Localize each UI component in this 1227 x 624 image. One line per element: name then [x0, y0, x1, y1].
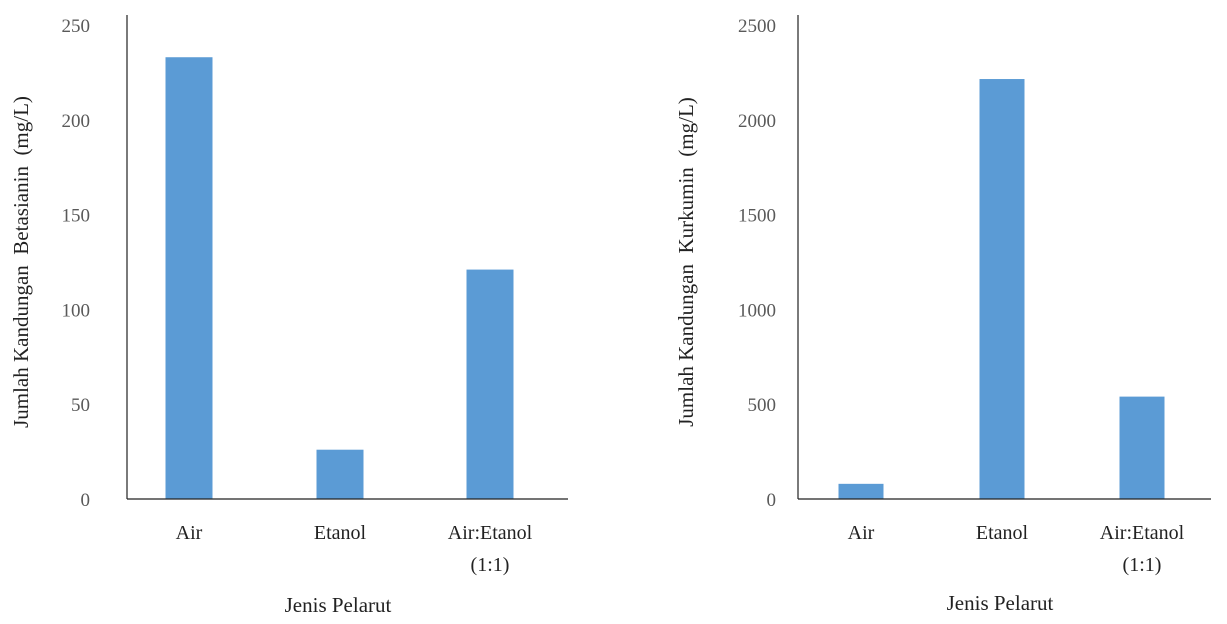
chart2-category-label: Etanol — [976, 522, 1029, 544]
chart1-y-axis-title: Jumlah Kandungan Betasianin (mg/L) — [9, 96, 33, 428]
chart2-category-label: Air — [848, 522, 875, 544]
chart-kurkumin: 0 500 1000 1500 2000 2500 Air Etanol Air:Etanol (… — [674, 15, 1211, 615]
chart1-category-label: Etanol — [314, 522, 367, 544]
chart2-category-label: (1:1) — [1123, 554, 1162, 576]
chart2-y-tick-label: 2000 — [738, 111, 776, 132]
chart1-category-label: Air — [176, 522, 203, 544]
chart2-y-tick-label: 2500 — [738, 16, 776, 37]
chart1-y-tick-label: 250 — [62, 16, 91, 37]
chart1-bar-2 — [316, 449, 364, 499]
chart1-bar-1 — [165, 57, 213, 500]
chart2-bar-2 — [979, 79, 1025, 499]
chart2-y-tick-label: 0 — [767, 490, 777, 511]
chart2-category-label: Air:Etanol — [1100, 522, 1185, 544]
chart-betasianin: 0 50 100 150 200 250 Air Etanol Air:Etanol (1:1) J… — [9, 15, 568, 617]
chart1-y-tick-label: 50 — [71, 395, 90, 416]
chart2-bar-1 — [838, 483, 884, 499]
chart1-y-tick-label: 100 — [62, 300, 91, 321]
chart2-y-tick-label: 1000 — [738, 300, 776, 321]
chart1-x-axis-title: Jenis Pelarut — [285, 593, 392, 617]
chart2-y-axis-title: Jumlah Kandungan Kurkumin (mg/L) — [674, 97, 698, 427]
chart1-bar-3 — [466, 269, 514, 499]
chart1-category-label: Air:Etanol — [448, 522, 533, 544]
chart1-category-label: (1:1) — [471, 554, 510, 576]
chart1-y-tick-label: 0 — [81, 490, 91, 511]
chart2-x-axis-title: Jenis Pelarut — [947, 591, 1054, 615]
chart1-y-tick-label: 200 — [62, 111, 91, 132]
chart2-y-tick-label: 500 — [748, 395, 777, 416]
chart1-y-tick-label: 150 — [62, 206, 91, 227]
chart2-bar-3 — [1119, 396, 1165, 499]
chart2-y-tick-label: 1500 — [738, 206, 776, 227]
